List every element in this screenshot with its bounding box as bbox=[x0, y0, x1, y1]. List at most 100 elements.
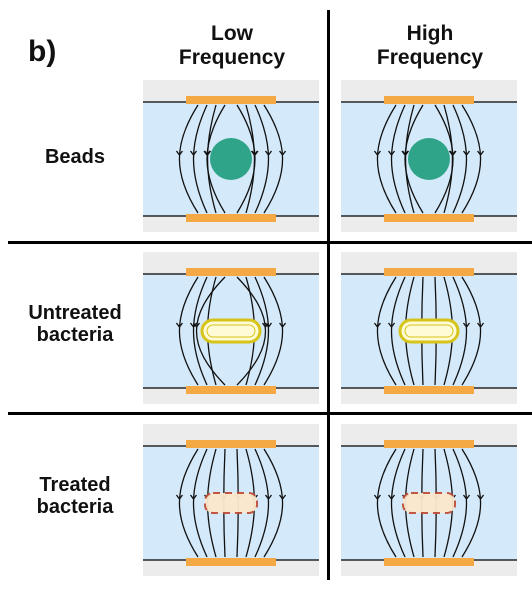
bacterium-membrane bbox=[404, 324, 454, 338]
column-header-line: High bbox=[406, 22, 454, 45]
electrode-bottom bbox=[186, 558, 276, 566]
field-line bbox=[192, 276, 208, 386]
field-line bbox=[390, 276, 406, 386]
bacterium bbox=[200, 318, 262, 344]
row-label-untreated-bacteria: Untreated bacteria bbox=[10, 302, 140, 347]
electrode-bottom bbox=[384, 558, 474, 566]
field-line bbox=[461, 104, 482, 214]
field-arrow bbox=[279, 150, 287, 156]
damaged-bacterium bbox=[402, 492, 456, 514]
field-arrow bbox=[387, 322, 396, 328]
damaged-bacterium bbox=[204, 492, 258, 514]
field-arrow bbox=[401, 150, 409, 156]
cell-beads-high-frequency bbox=[341, 80, 517, 232]
field-arrow bbox=[477, 150, 485, 156]
field-line bbox=[443, 104, 454, 214]
field-line bbox=[390, 448, 406, 558]
electrode-top bbox=[186, 96, 276, 104]
field-line bbox=[376, 448, 397, 558]
field-arrow bbox=[387, 150, 396, 156]
cell-untreated-bacteria-high-frequency bbox=[341, 252, 517, 404]
field-line bbox=[178, 276, 199, 386]
field-line bbox=[206, 104, 226, 214]
field-arrow bbox=[264, 150, 273, 156]
column-header-line: Frequency bbox=[376, 45, 484, 69]
field-arrow bbox=[189, 150, 198, 156]
column-header-line: Frequency bbox=[178, 45, 286, 69]
field-line bbox=[376, 276, 397, 386]
row-label-line: Treated bbox=[39, 474, 111, 496]
field-arrow bbox=[477, 322, 485, 328]
row-label-beads: Beads bbox=[10, 146, 140, 168]
row-label-line: Beads bbox=[44, 146, 106, 168]
field-line bbox=[254, 448, 270, 558]
field-line bbox=[452, 104, 468, 214]
horizontal-divider-bottom bbox=[8, 412, 532, 415]
field-arrow bbox=[175, 150, 183, 156]
field-arrow bbox=[189, 494, 198, 500]
field-line bbox=[192, 448, 208, 558]
field-arrow bbox=[203, 150, 211, 156]
electrode-bottom bbox=[384, 386, 474, 394]
field-line bbox=[192, 104, 208, 214]
cell-treated-bacteria-high-frequency bbox=[341, 424, 517, 576]
field-line bbox=[404, 104, 424, 214]
field-line bbox=[263, 448, 284, 558]
field-line bbox=[461, 448, 482, 558]
field-arrow bbox=[387, 494, 396, 500]
field-arrow bbox=[192, 322, 201, 328]
electrode-bottom bbox=[186, 386, 276, 394]
electrode-top bbox=[186, 268, 276, 276]
field-arrow bbox=[373, 494, 381, 500]
bacterium-membrane bbox=[206, 324, 256, 338]
field-arrow bbox=[264, 494, 273, 500]
field-line bbox=[461, 276, 482, 386]
field-line bbox=[195, 276, 226, 386]
field-arrow bbox=[462, 322, 471, 328]
horizontal-divider-top bbox=[8, 241, 532, 244]
field-line bbox=[452, 276, 468, 386]
field-arrow bbox=[279, 322, 287, 328]
field-arrow bbox=[373, 150, 381, 156]
field-arrow bbox=[250, 150, 258, 156]
panel-label: b) bbox=[28, 35, 57, 68]
field-line bbox=[245, 104, 256, 214]
field-line bbox=[376, 104, 397, 214]
row-label-line: Untreated bbox=[28, 302, 122, 324]
bacterium bbox=[398, 318, 460, 344]
field-arrow bbox=[462, 150, 471, 156]
field-arrow bbox=[279, 494, 287, 500]
field-line bbox=[263, 104, 284, 214]
field-line bbox=[178, 104, 199, 214]
field-arrow bbox=[477, 494, 485, 500]
field-arrow bbox=[462, 494, 471, 500]
vertical-divider bbox=[327, 10, 330, 580]
field-line bbox=[254, 104, 270, 214]
electrode-top bbox=[384, 268, 474, 276]
column-header-high-frequency: High Frequency bbox=[345, 22, 515, 69]
field-line bbox=[236, 276, 267, 386]
field-line bbox=[254, 276, 270, 386]
field-line bbox=[452, 448, 468, 558]
field-arrow bbox=[175, 322, 183, 328]
cell-untreated-bacteria-low-frequency bbox=[143, 252, 319, 404]
electrode-top bbox=[186, 440, 276, 448]
cell-beads-low-frequency bbox=[143, 80, 319, 232]
electrode-bottom bbox=[186, 214, 276, 222]
column-header-low-frequency: Low Frequency bbox=[147, 22, 317, 69]
field-arrow bbox=[175, 494, 183, 500]
field-line bbox=[263, 276, 284, 386]
bead bbox=[408, 138, 450, 180]
column-header-line: Low bbox=[211, 22, 253, 45]
row-label-line: bacteria bbox=[36, 324, 114, 347]
field-line bbox=[390, 104, 406, 214]
row-label-treated-bacteria: Treated bacteria bbox=[10, 474, 140, 519]
electrode-top bbox=[384, 440, 474, 448]
field-arrow bbox=[448, 150, 456, 156]
field-line bbox=[178, 448, 199, 558]
electrode-bottom bbox=[384, 214, 474, 222]
field-arrow bbox=[373, 322, 381, 328]
row-label-line: bacteria bbox=[36, 496, 114, 519]
field-arrow bbox=[264, 322, 273, 328]
bead bbox=[210, 138, 252, 180]
